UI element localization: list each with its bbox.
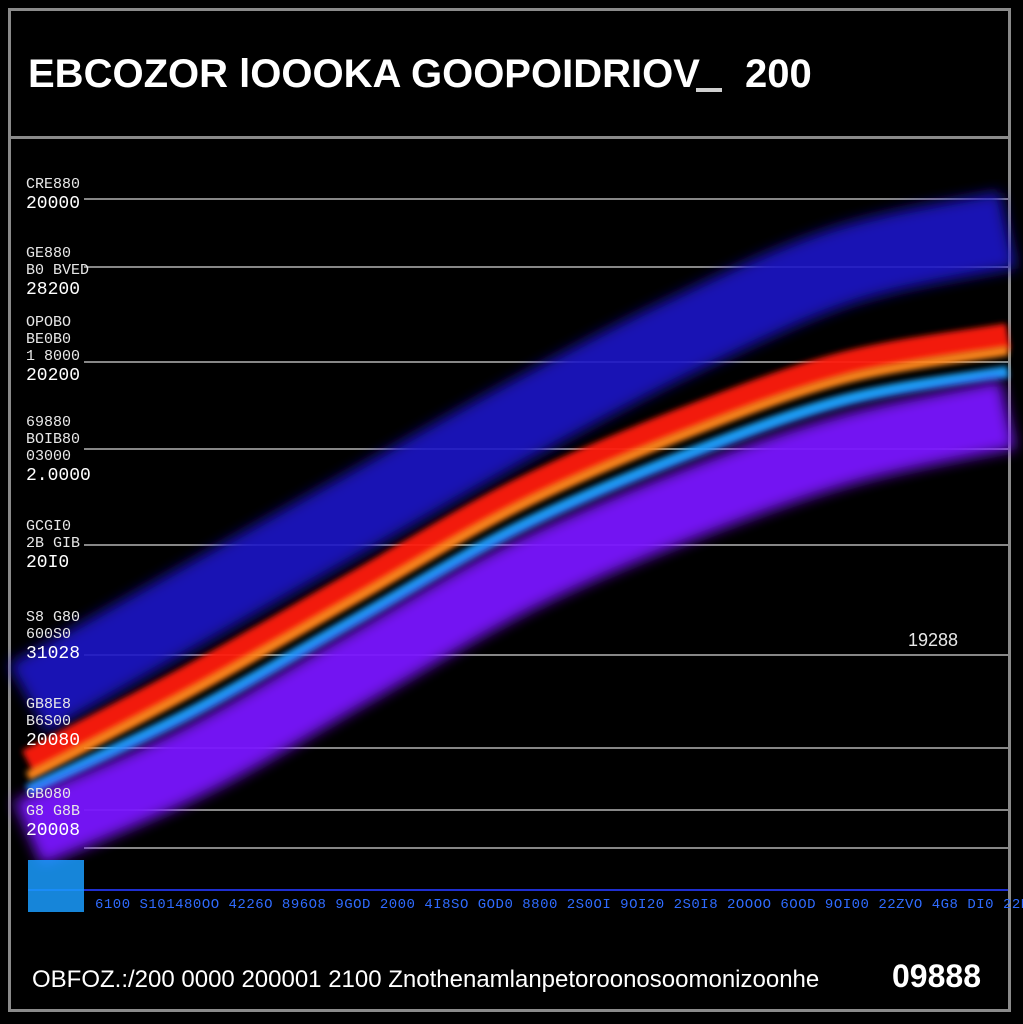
x-axis-tick-labels: 6100 S101480OO 4226O 896O8 9GOD 2000 4I8… — [95, 897, 1023, 913]
y-axis-label-line: 03000 — [26, 448, 72, 465]
y-axis-label: GCGI0 2B GIB 20I0 — [26, 518, 96, 574]
chart-title: EBCOZOR lOOOKA GOOPOIDRIOV — [28, 52, 700, 96]
series-band-3 — [25, 365, 1010, 797]
y-axis-label-line: GCGI0 — [26, 518, 72, 535]
y-axis-label-line: GE880 — [26, 245, 72, 262]
y-axis-label-value: 31028 — [26, 644, 81, 664]
y-axis-label-line: B0 BVED — [26, 262, 90, 279]
series-band-2 — [25, 345, 1009, 781]
title-dash — [696, 88, 722, 92]
y-axis-label-value: 20I0 — [26, 553, 70, 573]
y-axis-label-value: 20000 — [26, 194, 81, 214]
y-axis-label-line: CRE880 — [26, 176, 81, 193]
y-axis-label: S8 G80 600S0 31028 — [26, 609, 96, 665]
series-band-4 — [14, 380, 1016, 866]
y-axis-label: OPOBO BE0B0 1 8000 20200 — [26, 314, 96, 387]
band-group — [8, 191, 1017, 866]
series-band-1 — [21, 323, 1011, 774]
y-axis-label-value: 20008 — [26, 821, 81, 841]
y-axis-label: CRE880 20000 — [26, 176, 96, 215]
y-axis-label-line: 600S0 — [26, 626, 72, 643]
y-axis-label-value: 20080 — [26, 731, 81, 751]
y-axis-label: GB8E8 B6S00 20080 — [26, 696, 96, 752]
chart-frame — [8, 8, 1011, 1012]
y-axis-label: GB080 G8 G8B 20008 — [26, 786, 96, 842]
y-axis-label-line: B6S00 — [26, 713, 72, 730]
y-axis-label-line: GB8E8 — [26, 696, 72, 713]
chart-title-suffix: 200 — [745, 52, 812, 96]
y-axis-label-line: GB080 — [26, 786, 72, 803]
y-axis-label-line: S8 G80 — [26, 609, 81, 626]
y-axis-label: GE880 B0 BVED 28200 — [26, 245, 96, 301]
y-axis-label-line: BOIB80 — [26, 431, 81, 448]
series-band-0 — [8, 191, 1017, 733]
title-divider — [11, 136, 1010, 139]
y-axis-label-line: 1 8000 — [26, 348, 81, 365]
y-axis-label-line: 2B GIB — [26, 535, 81, 552]
y-axis-label: 69880 BOIB80 03000 2.0000 — [26, 414, 96, 487]
y-axis-label-value: 20200 — [26, 366, 81, 386]
y-axis-label-line: 69880 — [26, 414, 72, 431]
y-axis-label-line: G8 G8B — [26, 803, 81, 820]
y-axis-label-value: 28200 — [26, 280, 81, 300]
y-axis-label-value: 2.0000 — [26, 466, 91, 486]
footer-value: 09888 — [892, 958, 981, 994]
footer-text: OBFOZ.:/200 0000 200001 2100 Znothenamla… — [32, 966, 820, 993]
y-axis-label-line: OPOBO — [26, 314, 72, 331]
origin-marker — [28, 860, 84, 912]
y-axis-label-line: BE0B0 — [26, 331, 72, 348]
chart-annotation: 19288 — [908, 630, 959, 650]
